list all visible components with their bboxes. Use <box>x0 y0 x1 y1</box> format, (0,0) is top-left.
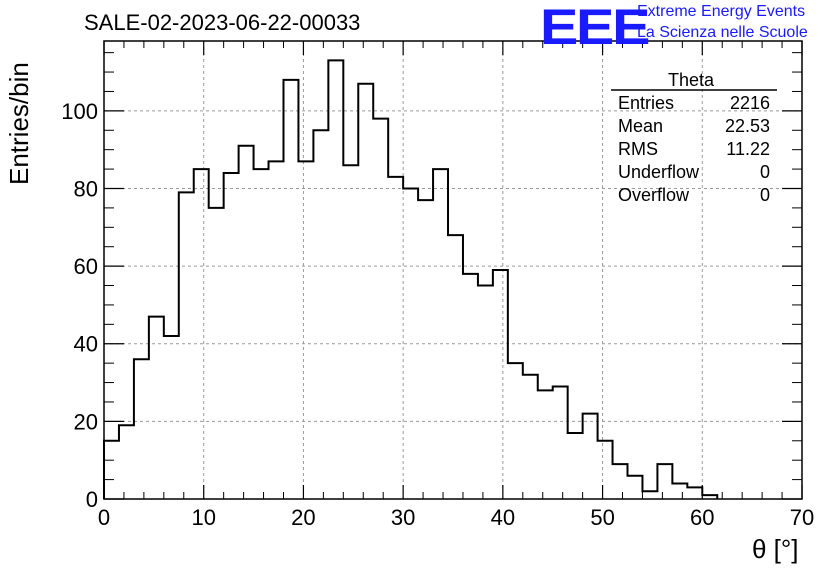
y-tick-label: 20 <box>74 409 98 434</box>
stats-value: 11.22 <box>726 139 770 159</box>
axis-ticks <box>103 41 803 500</box>
tick-labels: 0 10 20 30 40 50 60 70 0 20 40 60 80 100 <box>61 99 814 530</box>
x-tick-label: 40 <box>491 505 515 530</box>
x-tick-label: 20 <box>291 505 315 530</box>
stats-label: Overflow <box>618 185 690 205</box>
stats-label: Entries <box>618 93 675 113</box>
stats-row-overflow: Overflow 0 <box>618 185 770 206</box>
stats-label: Mean <box>618 116 664 136</box>
stats-label: Underflow <box>618 162 700 182</box>
stats-value: 0 <box>759 185 770 205</box>
y-tick-label: 40 <box>74 332 98 357</box>
stats-row-underflow: Underflow 0 <box>618 162 770 183</box>
x-tick-label: 60 <box>690 505 714 530</box>
plot-title: SALE-02-2023-06-22-00033 <box>84 10 361 35</box>
x-tick-label: 50 <box>590 505 614 530</box>
x-tick-label: 30 <box>391 505 415 530</box>
stats-value: 22.53 <box>724 116 770 136</box>
x-axis-label: θ [°] <box>752 534 799 564</box>
stats-box-title: Theta <box>668 70 715 90</box>
y-tick-label: 100 <box>61 99 98 124</box>
plot-frame <box>103 40 803 500</box>
y-tick-label: 0 <box>86 487 98 512</box>
logo-line-1: Extreme Energy Events <box>637 3 806 20</box>
y-tick-label: 60 <box>74 254 98 279</box>
stats-row-entries: Entries 2216 <box>618 93 770 114</box>
y-axis-label: Entries/bin <box>4 62 34 185</box>
histogram-step-line <box>103 59 719 499</box>
y-tick-label: 80 <box>74 176 98 201</box>
stats-label: RMS <box>618 139 658 159</box>
stats-row-rms: RMS 11.22 <box>618 139 770 160</box>
eee-logo: EEE <box>540 0 650 55</box>
x-tick-label: 70 <box>790 505 814 530</box>
stats-row-mean: Mean 22.53 <box>618 116 770 137</box>
stats-value: 0 <box>759 162 770 182</box>
stats-value: 2216 <box>729 93 770 113</box>
x-tick-label: 10 <box>191 505 215 530</box>
logo-line-2: La Scienza nelle Scuole <box>637 24 808 41</box>
x-tick-label: 0 <box>98 505 110 530</box>
